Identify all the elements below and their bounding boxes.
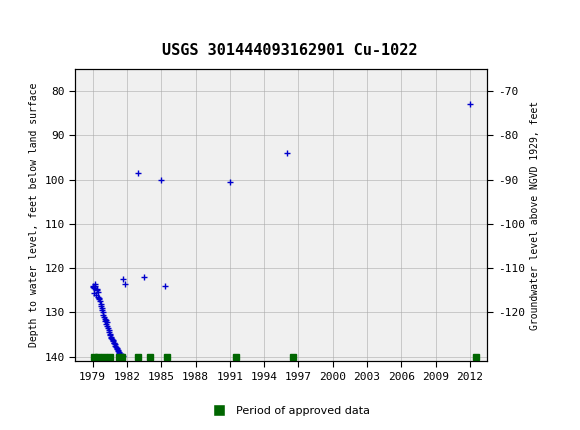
- Legend: Period of approved data: Period of approved data: [206, 401, 374, 421]
- Y-axis label: Depth to water level, feet below land surface: Depth to water level, feet below land su…: [29, 83, 39, 347]
- Text: █USGS: █USGS: [9, 15, 63, 37]
- Y-axis label: Groundwater level above NGVD 1929, feet: Groundwater level above NGVD 1929, feet: [530, 101, 540, 329]
- Text: USGS 301444093162901 Cu-1022: USGS 301444093162901 Cu-1022: [162, 43, 418, 58]
